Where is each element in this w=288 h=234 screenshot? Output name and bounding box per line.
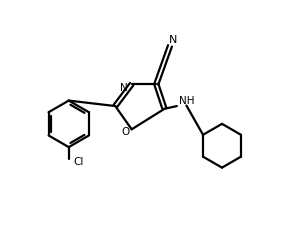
Text: N: N	[169, 35, 178, 45]
Text: NH: NH	[179, 95, 194, 106]
Text: N: N	[120, 83, 127, 93]
Text: O: O	[121, 127, 130, 136]
Text: Cl: Cl	[74, 157, 84, 167]
